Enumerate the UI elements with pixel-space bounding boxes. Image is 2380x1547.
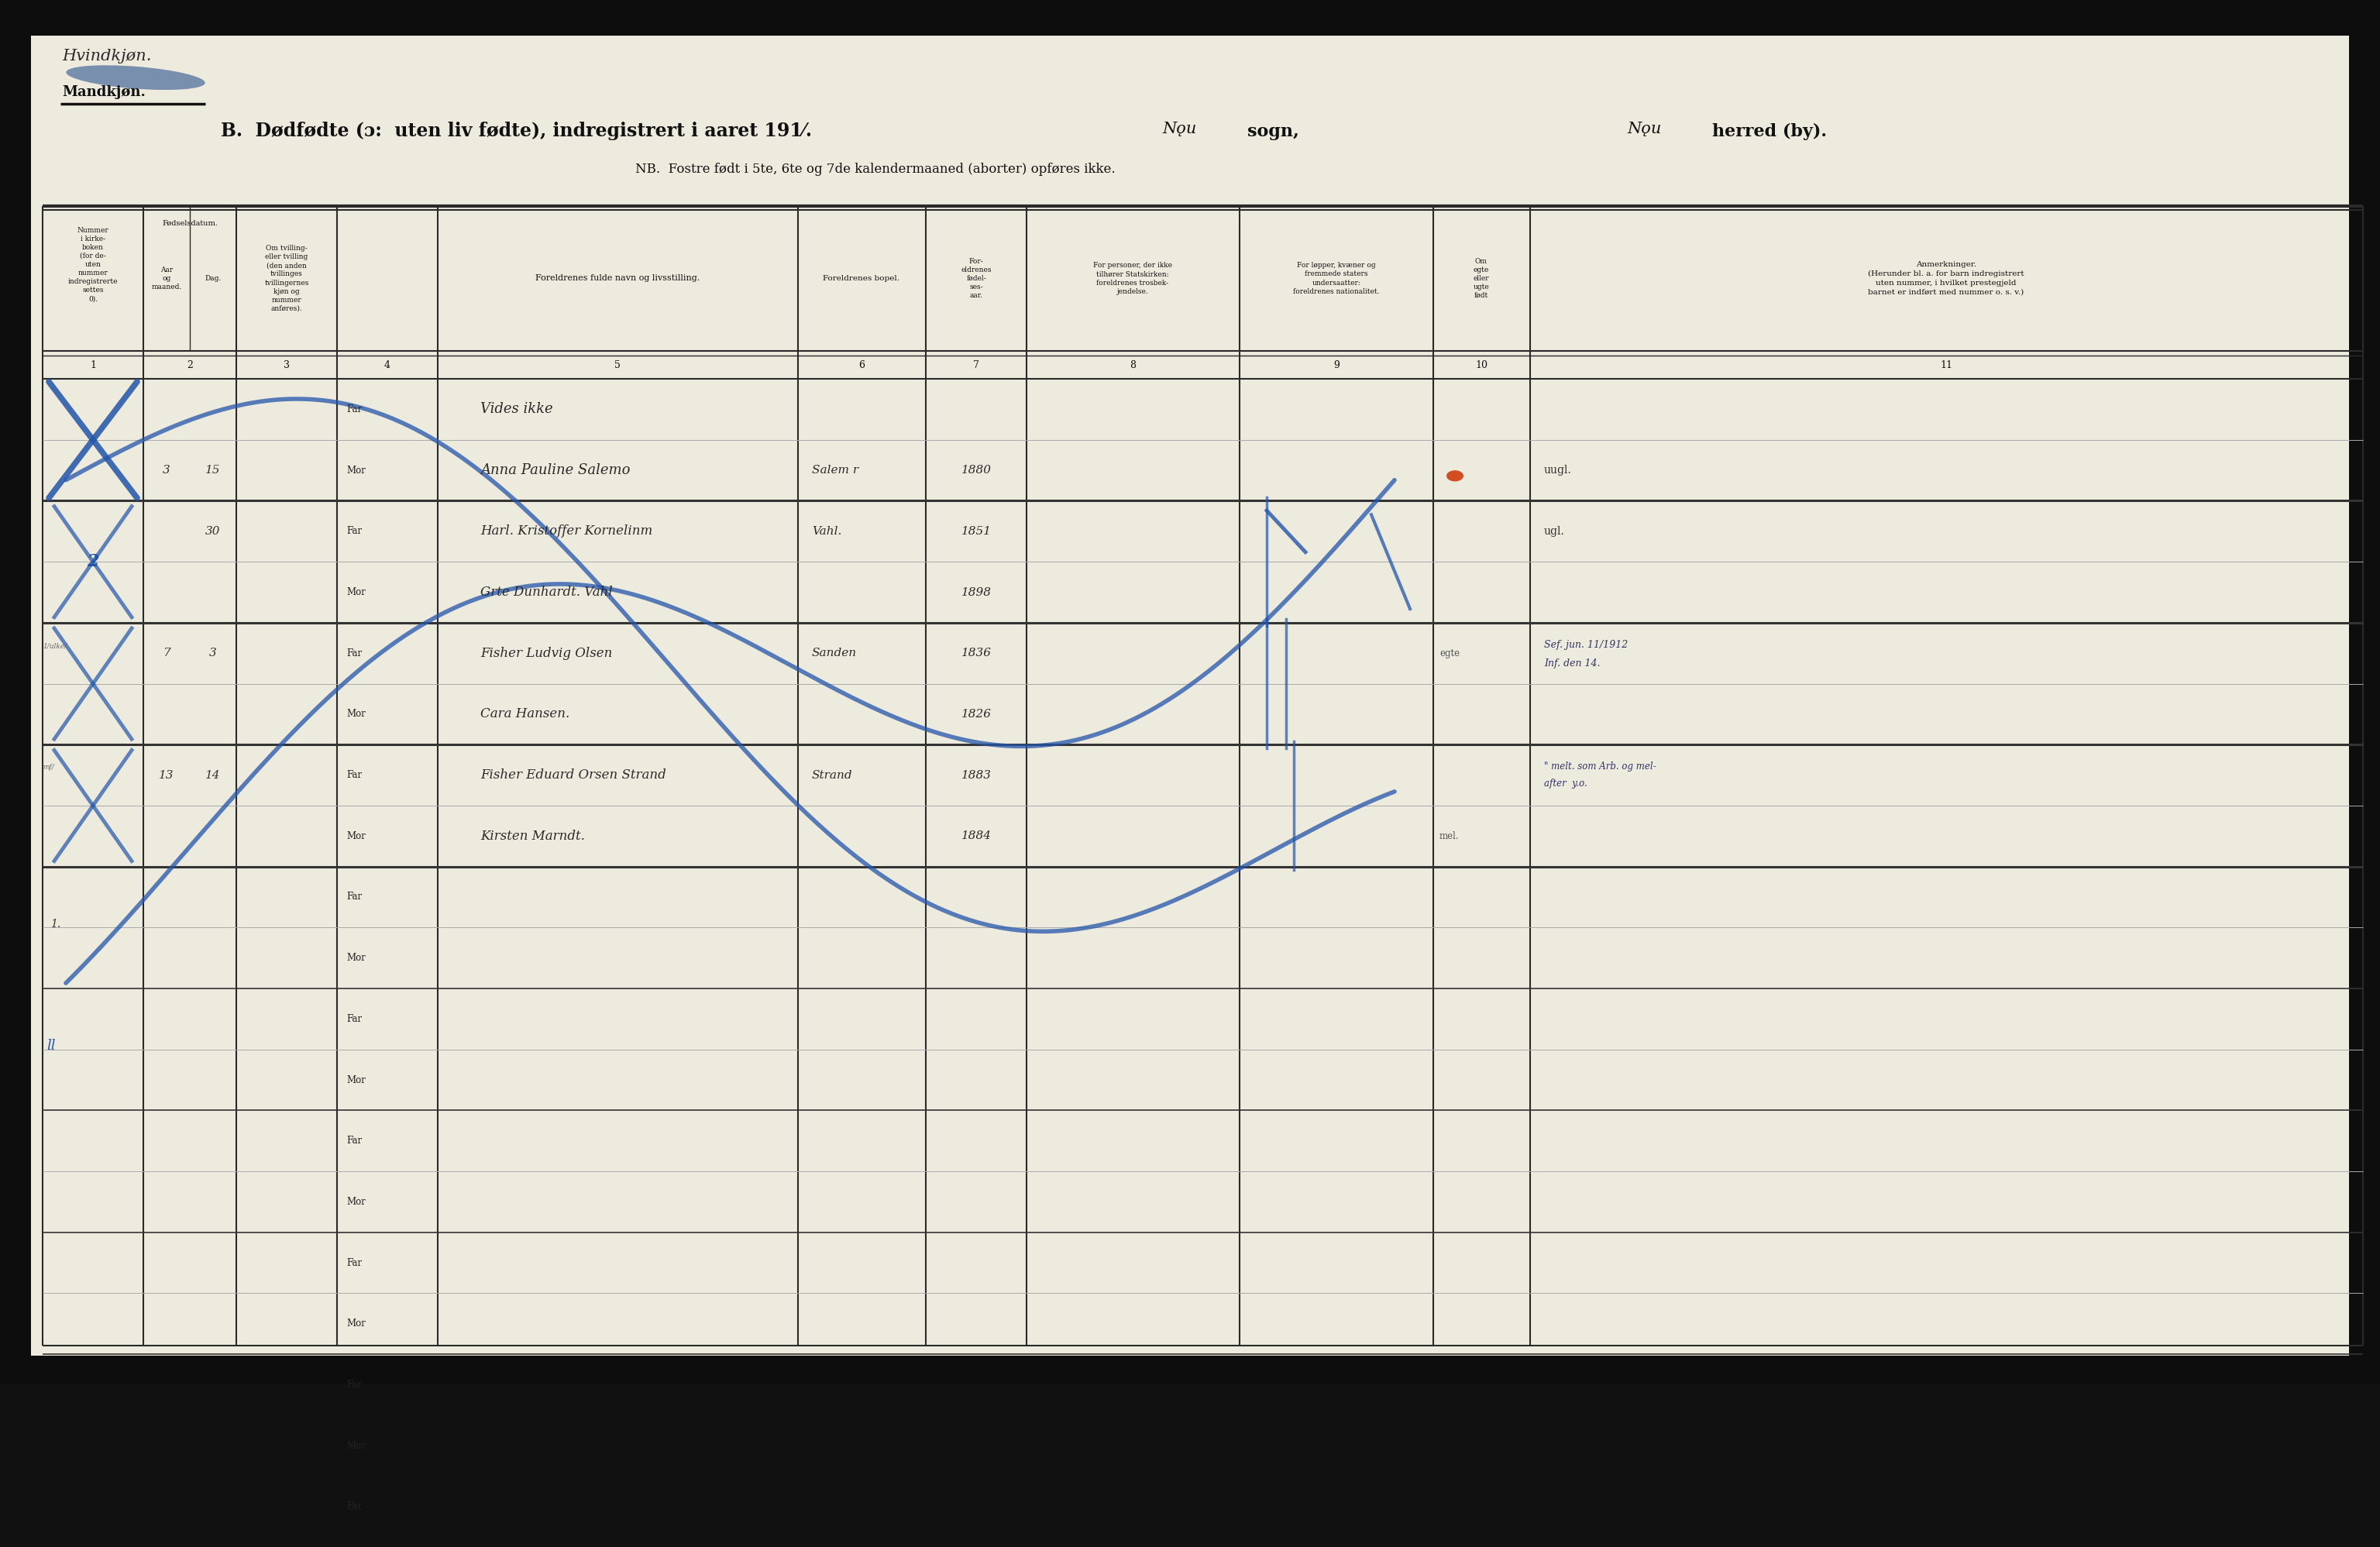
Text: Mor: Mor bbox=[347, 1440, 367, 1451]
Bar bbox=[0, 0, 31, 1383]
Text: Sef. jun. 11/1912: Sef. jun. 11/1912 bbox=[1545, 640, 1628, 650]
Text: Foreldrenes fulde navn og livsstilling.: Foreldrenes fulde navn og livsstilling. bbox=[536, 274, 700, 283]
Text: Kirsten Marndt.: Kirsten Marndt. bbox=[481, 829, 585, 843]
Text: Mor: Mor bbox=[347, 831, 367, 842]
Text: 6: 6 bbox=[859, 360, 864, 370]
Text: Harl. Kristoffer Kornelinm: Harl. Kristoffer Kornelinm bbox=[481, 524, 652, 538]
Text: 30: 30 bbox=[205, 526, 221, 537]
Text: Far: Far bbox=[347, 404, 362, 415]
Text: 1/ulke/: 1/ulke/ bbox=[43, 642, 67, 650]
Text: 1883: 1883 bbox=[962, 770, 992, 781]
Text: 1: 1 bbox=[90, 360, 95, 370]
Text: Mor: Mor bbox=[347, 709, 367, 719]
Bar bbox=[2349, 0, 2380, 1383]
Text: 7: 7 bbox=[162, 648, 171, 659]
Text: Vides ikke: Vides ikke bbox=[481, 402, 552, 416]
Text: Strand: Strand bbox=[812, 770, 852, 781]
Text: 5: 5 bbox=[614, 360, 621, 370]
Text: Grte Dunhardt. Vahl: Grte Dunhardt. Vahl bbox=[481, 586, 612, 599]
Text: Anmerkninger.
(Herunder bl. a. for barn indregistrert
uten nummer, i hvilket pre: Anmerkninger. (Herunder bl. a. for barn … bbox=[1868, 261, 2025, 295]
Text: Mor: Mor bbox=[347, 466, 367, 475]
Text: For personer, der ikke
tilhører Statskirken:
foreldrenes trosbek-
jendelse.: For personer, der ikke tilhører Statskir… bbox=[1092, 261, 1173, 295]
Text: mel.: mel. bbox=[1440, 831, 1459, 842]
Text: B.  Dødfødte (ɔ:  uten liv fødte), indregistrert i aaret 191⁄.: B. Dødfødte (ɔ: uten liv fødte), indregi… bbox=[221, 122, 812, 141]
Text: Sanden: Sanden bbox=[812, 648, 857, 659]
Text: 2: 2 bbox=[186, 360, 193, 370]
Text: Dag.: Dag. bbox=[205, 275, 221, 282]
Text: 10: 10 bbox=[1476, 360, 1488, 370]
Text: Aar
og
maaned.: Aar og maaned. bbox=[152, 266, 181, 291]
Text: Far: Far bbox=[347, 1502, 362, 1511]
Text: 2: 2 bbox=[88, 554, 100, 571]
Text: Nummer
i kirke-
boken
(for de-
uten
nummer
indregistrerte
settes
0).: Nummer i kirke- boken (for de- uten numm… bbox=[69, 227, 119, 303]
Text: Mor: Mor bbox=[347, 1318, 367, 1329]
Text: For løpper, kvæner og
fremmede staters
undersaatter:
foreldrenes nationalitet.: For løpper, kvæner og fremmede staters u… bbox=[1292, 261, 1380, 295]
Text: 4: 4 bbox=[383, 360, 390, 370]
Bar bbox=[0, 1355, 2380, 1383]
Text: Salem r: Salem r bbox=[812, 466, 859, 476]
Text: Anna Pauline Salemo: Anna Pauline Salemo bbox=[481, 464, 631, 478]
Text: Cara Hansen.: Cara Hansen. bbox=[481, 707, 569, 721]
Text: " melt. som Arb. og mel-: " melt. som Arb. og mel- bbox=[1545, 761, 1656, 772]
Text: 13: 13 bbox=[159, 770, 174, 781]
Text: Om
egte
eller
ugte
født: Om egte eller ugte født bbox=[1473, 258, 1490, 299]
Text: NB.  Fostre født i 5te, 6te og 7de kalendermaaned (aborter) opføres ikke.: NB. Fostre født i 5te, 6te og 7de kalend… bbox=[635, 162, 1116, 175]
Text: Far: Far bbox=[347, 1013, 362, 1024]
Text: Nǫu: Nǫu bbox=[1161, 121, 1197, 136]
Text: 11: 11 bbox=[1940, 360, 1952, 370]
Text: uugl.: uugl. bbox=[1545, 466, 1571, 476]
Text: Far: Far bbox=[347, 1258, 362, 1269]
Ellipse shape bbox=[1447, 470, 1464, 481]
Text: Far: Far bbox=[347, 1135, 362, 1146]
Text: Mandkjøn.: Mandkjøn. bbox=[62, 85, 145, 99]
Text: mf/: mf/ bbox=[43, 764, 55, 770]
Text: egte: egte bbox=[1440, 648, 1459, 657]
Text: sogn,: sogn, bbox=[1247, 124, 1299, 141]
Text: Far: Far bbox=[347, 526, 362, 537]
Text: 1.: 1. bbox=[50, 919, 60, 930]
Text: 3: 3 bbox=[209, 648, 217, 659]
Text: 14: 14 bbox=[205, 770, 221, 781]
Text: 1898: 1898 bbox=[962, 586, 992, 597]
Text: 1884: 1884 bbox=[962, 831, 992, 842]
Text: Far: Far bbox=[347, 648, 362, 657]
Text: Hvindkjøn.: Hvindkjøn. bbox=[62, 48, 152, 63]
Text: ugl.: ugl. bbox=[1545, 526, 1564, 537]
Text: 7: 7 bbox=[973, 360, 978, 370]
Text: Mor: Mor bbox=[347, 1075, 367, 1084]
Text: For-
eldrenes
fødel-
ses-
aar.: For- eldrenes fødel- ses- aar. bbox=[962, 258, 992, 299]
Text: Far: Far bbox=[347, 1380, 362, 1389]
Text: Mor: Mor bbox=[347, 1197, 367, 1207]
Text: 1851: 1851 bbox=[962, 526, 992, 537]
Text: Om tvilling-
eller tvilling
(den anden
tvillinges
tvillingernes
kjøn og
nummer
a: Om tvilling- eller tvilling (den anden t… bbox=[264, 244, 309, 312]
Text: Far: Far bbox=[347, 893, 362, 902]
Text: Fisher Eduard Orsen Strand: Fisher Eduard Orsen Strand bbox=[481, 769, 666, 781]
Text: Mor: Mor bbox=[347, 953, 367, 964]
Text: 15: 15 bbox=[205, 466, 221, 476]
Ellipse shape bbox=[67, 65, 205, 90]
Text: herred (by).: herred (by). bbox=[1711, 124, 1828, 141]
Text: Mor: Mor bbox=[347, 588, 367, 597]
Text: Far: Far bbox=[347, 770, 362, 780]
Text: after  y.o.: after y.o. bbox=[1545, 778, 1587, 789]
Text: 3: 3 bbox=[283, 360, 290, 370]
Text: ll: ll bbox=[48, 1038, 55, 1052]
Text: 9: 9 bbox=[1333, 360, 1340, 370]
Text: Nǫu: Nǫu bbox=[1628, 121, 1661, 136]
Text: 1826: 1826 bbox=[962, 709, 992, 719]
Text: 3: 3 bbox=[162, 466, 171, 476]
Text: Foreldrenes bopel.: Foreldrenes bopel. bbox=[823, 275, 900, 282]
Text: 1880: 1880 bbox=[962, 466, 992, 476]
Text: Fisher Ludvig Olsen: Fisher Ludvig Olsen bbox=[481, 647, 612, 659]
Text: Fødselsdatum.: Fødselsdatum. bbox=[162, 220, 217, 226]
Text: 1836: 1836 bbox=[962, 648, 992, 659]
Text: 8: 8 bbox=[1130, 360, 1135, 370]
Text: Vahl.: Vahl. bbox=[812, 526, 843, 537]
Bar bbox=[0, 0, 2380, 36]
Text: Inf. den 14.: Inf. den 14. bbox=[1545, 659, 1599, 668]
